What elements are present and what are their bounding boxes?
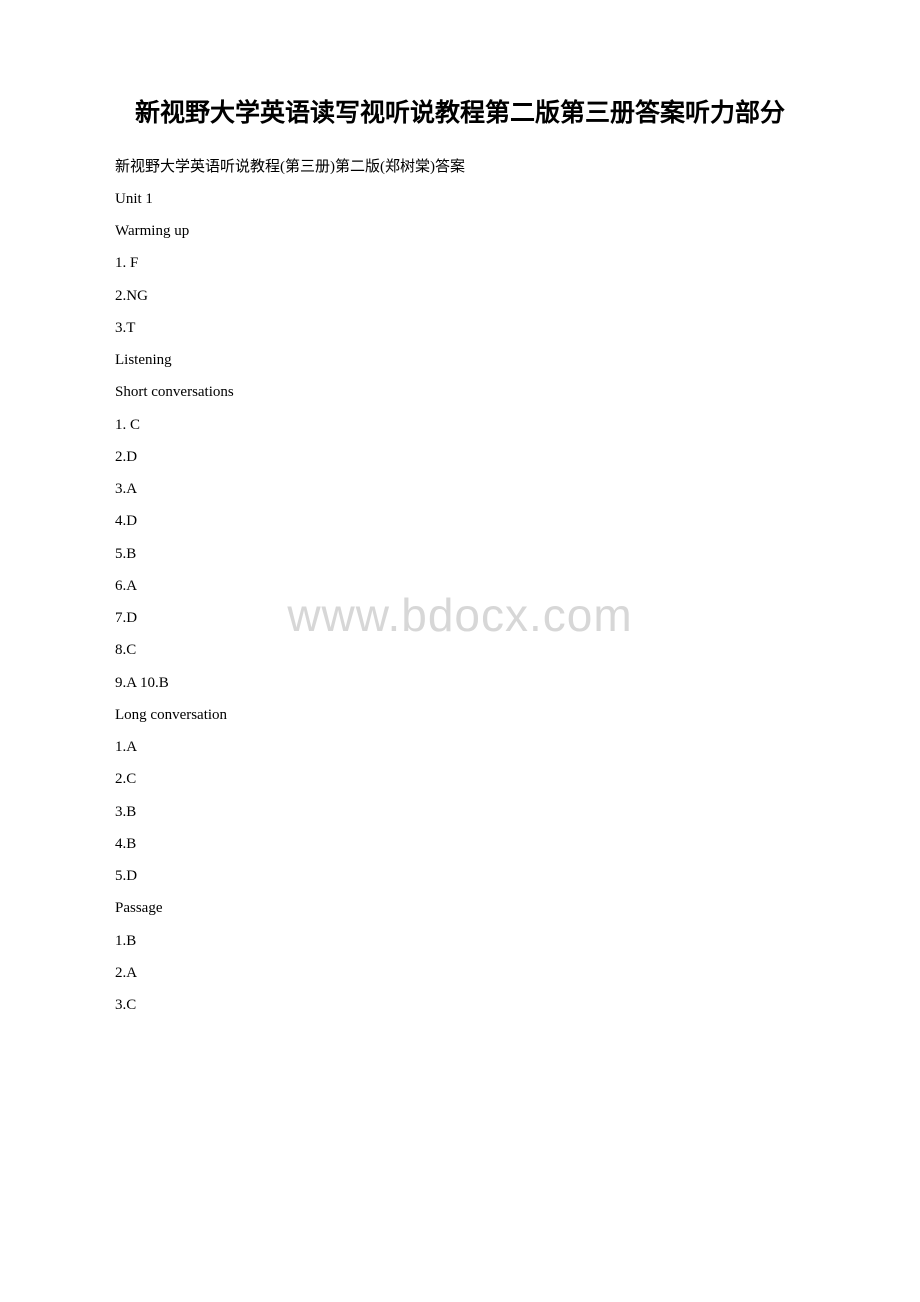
text-line: Long conversation	[115, 699, 805, 731]
text-line: 4.B	[115, 828, 805, 860]
text-line: 9.A 10.B	[115, 667, 805, 699]
page-title: 新视野大学英语读写视听说教程第二版第三册答案听力部分	[115, 95, 805, 133]
text-line: Warming up	[115, 215, 805, 247]
text-line: 1. C	[115, 409, 805, 441]
text-line: 2.NG	[115, 280, 805, 312]
text-line: Unit 1	[115, 183, 805, 215]
text-line: 3.C	[115, 989, 805, 1021]
text-line: 6.A	[115, 570, 805, 602]
document-content: 新视野大学英语读写视听说教程第二版第三册答案听力部分 新视野大学英语听说教程(第…	[115, 95, 805, 1021]
text-line: 1. F	[115, 247, 805, 279]
text-line: 3.T	[115, 312, 805, 344]
text-line: 2.D	[115, 441, 805, 473]
text-line: 1.A	[115, 731, 805, 763]
text-line: 5.D	[115, 860, 805, 892]
text-line: 新视野大学英语听说教程(第三册)第二版(郑树棠)答案	[115, 151, 805, 183]
text-line: Listening	[115, 344, 805, 376]
text-line: 3.B	[115, 796, 805, 828]
text-line: 4.D	[115, 505, 805, 537]
text-line: Short conversations	[115, 376, 805, 408]
text-line: Passage	[115, 892, 805, 924]
content-body: 新视野大学英语听说教程(第三册)第二版(郑树棠)答案 Unit 1 Warmin…	[115, 151, 805, 1022]
text-line: 2.C	[115, 763, 805, 795]
text-line: 3.A	[115, 473, 805, 505]
text-line: 2.A	[115, 957, 805, 989]
text-line: 5.B	[115, 538, 805, 570]
text-line: 8.C	[115, 634, 805, 666]
text-line: 7.D	[115, 602, 805, 634]
text-line: 1.B	[115, 925, 805, 957]
